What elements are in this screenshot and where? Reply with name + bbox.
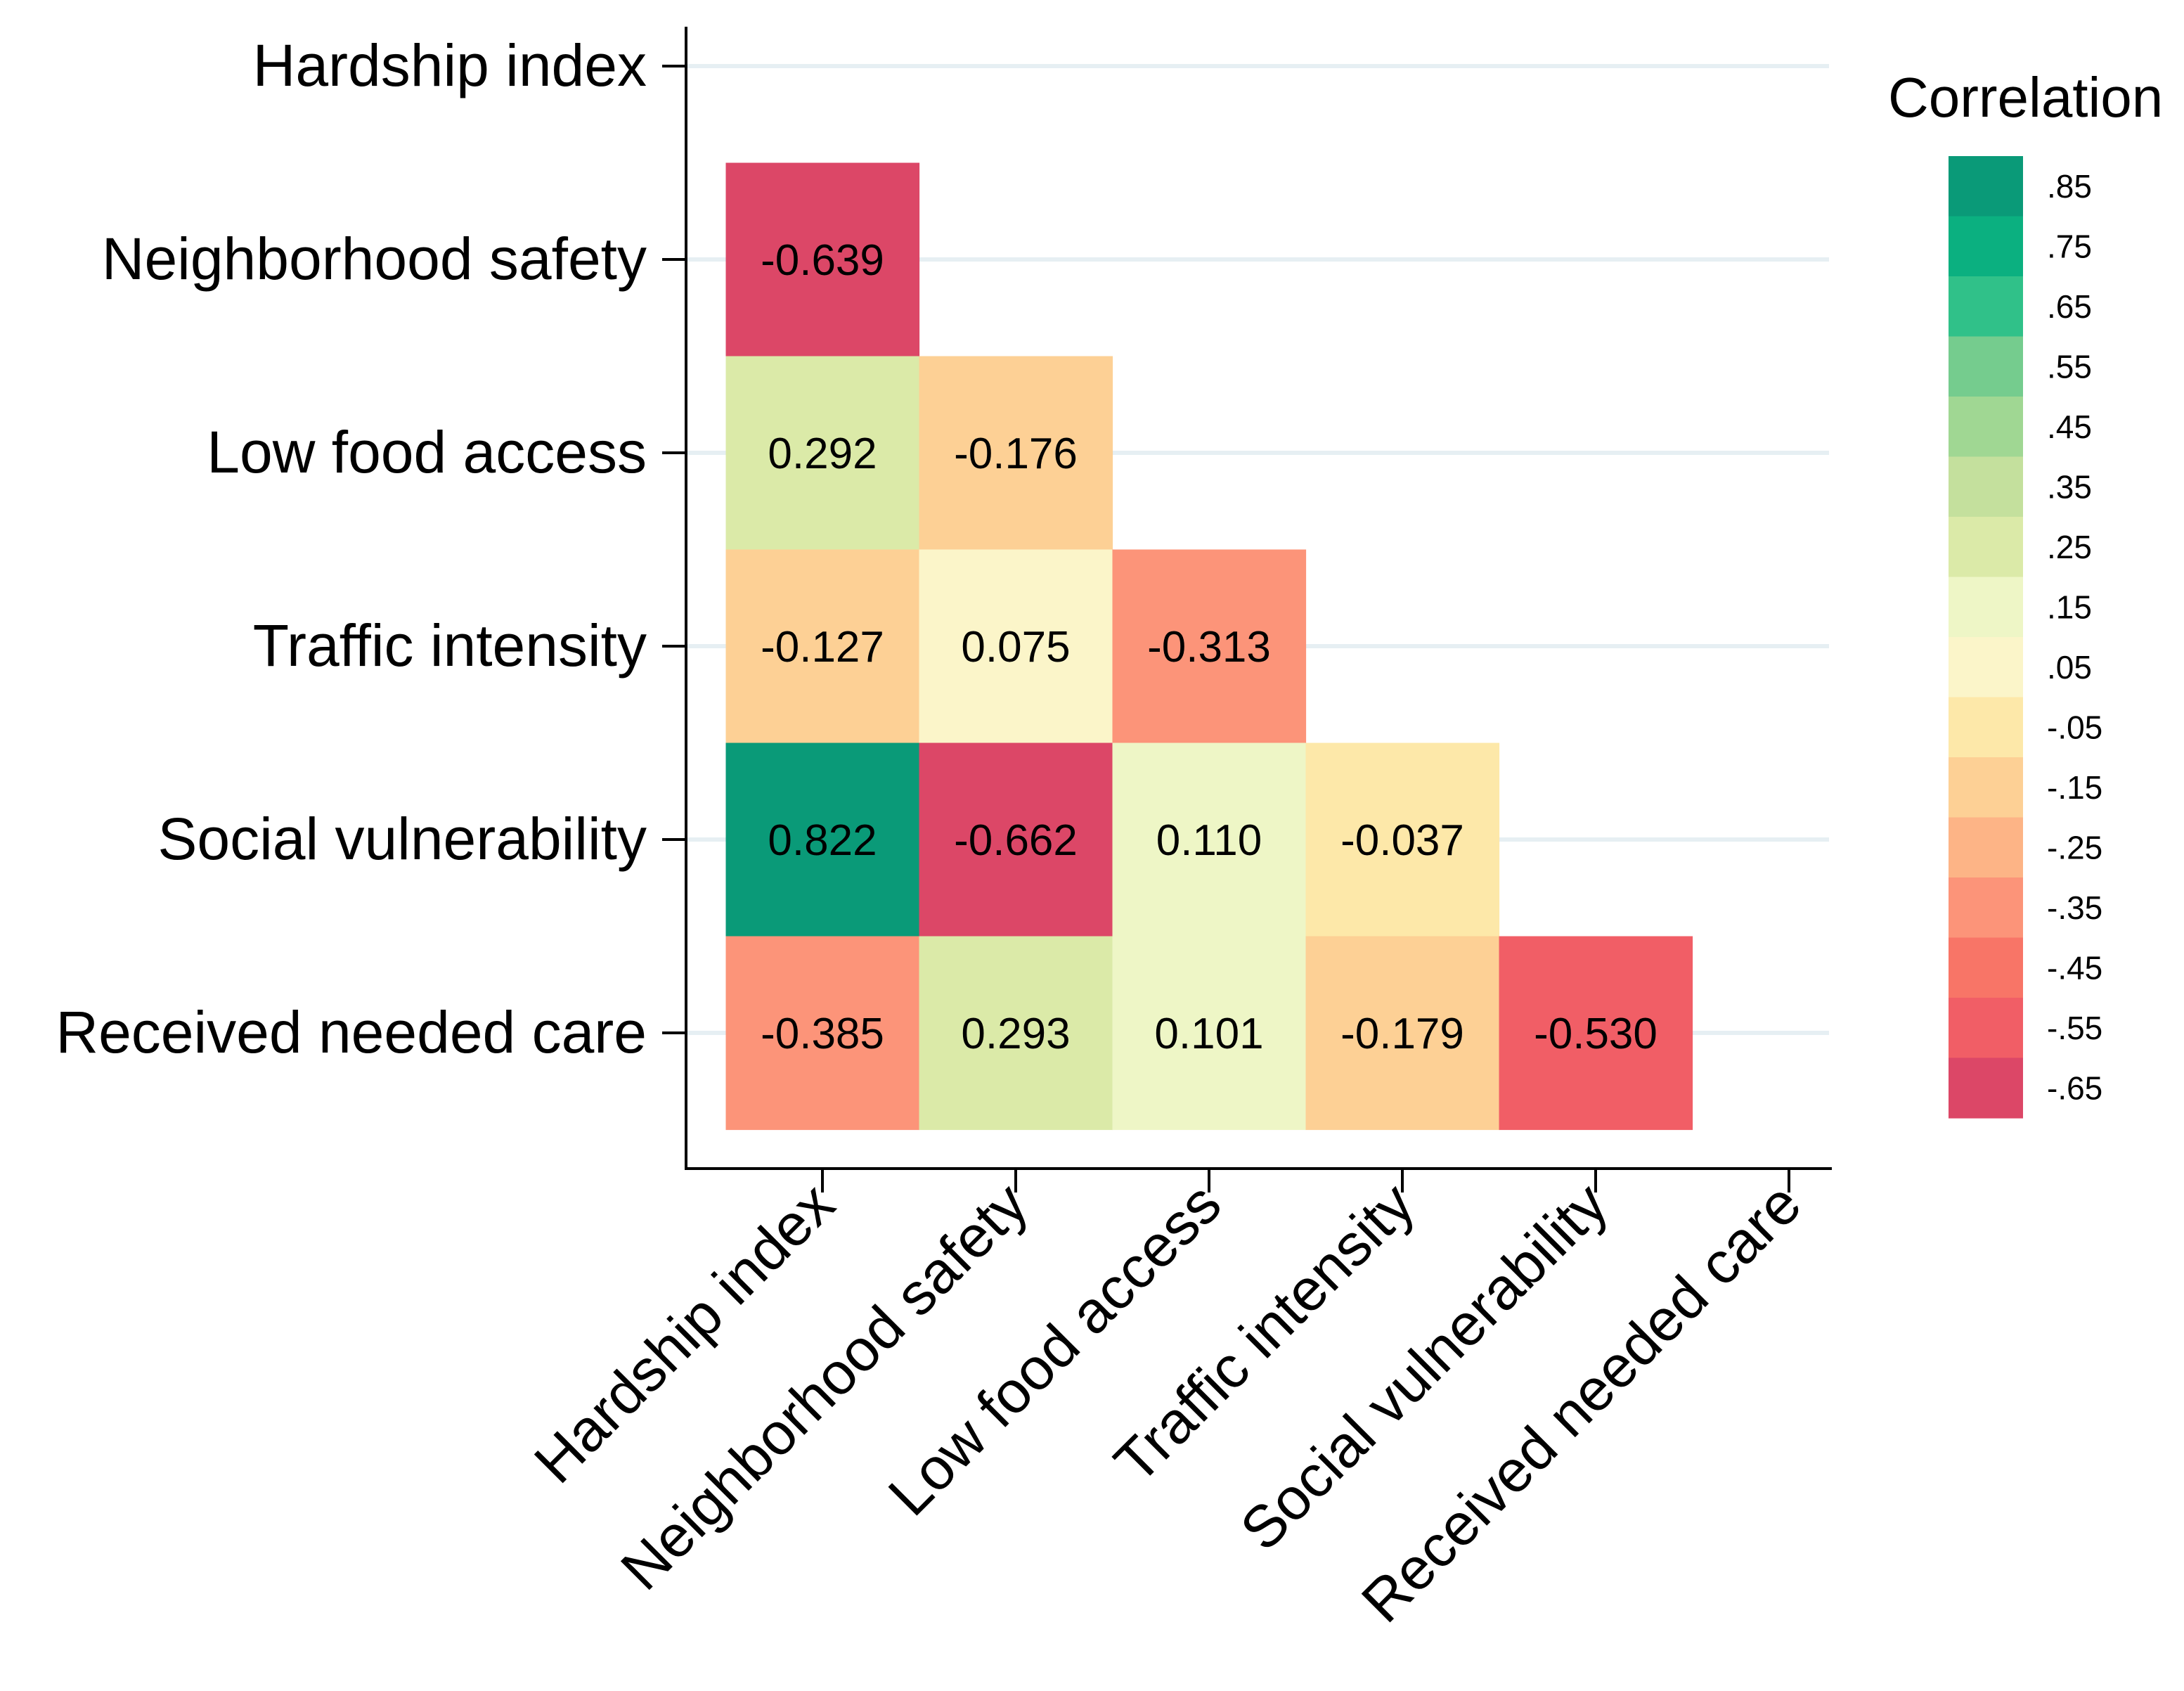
cell-value-label: 0.292 [768, 430, 877, 478]
legend-label: .85 [2047, 168, 2092, 205]
legend-swatch [1949, 577, 2023, 638]
axes [685, 27, 1832, 1170]
cell-value-label: -0.179 [1340, 1010, 1464, 1058]
cell-value-label: -0.639 [761, 236, 884, 285]
y-tick-label: Social vulnerability [157, 806, 647, 872]
cell-value-label: 0.101 [1154, 1010, 1263, 1058]
y-tick-label: Low food access [207, 419, 647, 485]
heatmap-cell-received-needed-care-hardship-index [725, 936, 920, 1131]
heatmap-cell-low-food-access-neighborhood-safety [919, 356, 1113, 551]
heatmap-cell-neighborhood-safety-hardship-index [725, 162, 920, 357]
y-tick-label: Traffic intensity [253, 612, 647, 679]
heatmap-cells: -0.639 0.292 -0.176 -0.127 0.075 -0.313 0.822 -… [725, 162, 1693, 1131]
cell-value-label: 0.075 [961, 623, 1070, 671]
legend-label: .65 [2047, 288, 2092, 325]
heatmap-cell-social-vulnerability-low-food-access [1112, 742, 1307, 937]
legend-swatch [1949, 456, 2023, 517]
legend-title: Correlation [1888, 66, 2163, 129]
cell-value-label: -0.176 [954, 430, 1078, 478]
y-tick-label: Received needed care [56, 999, 647, 1065]
x-tick-label: Low food access [876, 1170, 1234, 1528]
cell-value-label: -0.313 [1147, 623, 1271, 671]
legend-swatch [1949, 877, 2023, 939]
legend-swatch [1949, 216, 2023, 277]
heatmap-cell-low-food-access-hardship-index [725, 356, 920, 551]
legend-label: .25 [2047, 529, 2092, 565]
legend-swatch [1949, 817, 2023, 878]
legend-swatch [1949, 998, 2023, 1059]
legend-swatch [1949, 637, 2023, 698]
heatmap-cell-traffic-intensity-hardship-index [725, 549, 920, 744]
legend-label: -.15 [2047, 769, 2102, 806]
legend-label: .05 [2047, 649, 2092, 686]
legend-swatch [1949, 336, 2023, 397]
legend-label: .15 [2047, 589, 2092, 625]
legend-swatch [1949, 276, 2023, 337]
cell-value-label: -0.037 [1340, 816, 1464, 865]
heatmap-cell-social-vulnerability-traffic-intensity [1305, 742, 1500, 937]
legend-label: .55 [2047, 348, 2092, 385]
heatmap-cell-social-vulnerability-hardship-index [725, 742, 920, 937]
legend: Correlation .85 .75 .65 .55 .45 .35 .25 .15 .05 -… [1888, 66, 2163, 1119]
y-tick-label: Neighborhood safety [102, 226, 647, 292]
y-axis-ticks: Hardship index Neighborhood safety Low foo… [56, 32, 686, 1065]
legend-swatch [1949, 697, 2023, 758]
legend-label: -.45 [2047, 949, 2102, 986]
cell-value-label: -0.530 [1534, 1010, 1658, 1058]
legend-label: -.35 [2047, 889, 2102, 926]
legend-swatch [1949, 397, 2023, 458]
heatmap-cell-traffic-intensity-neighborhood-safety [919, 549, 1113, 744]
heatmap-cell-received-needed-care-low-food-access [1112, 936, 1307, 1131]
legend-label: -.55 [2047, 1010, 2102, 1046]
legend-label: -.65 [2047, 1069, 2102, 1106]
legend-label: .35 [2047, 468, 2092, 505]
cell-value-label: -0.385 [761, 1010, 884, 1058]
cell-value-label: 0.293 [961, 1010, 1070, 1058]
cell-value-label: 0.822 [768, 816, 877, 865]
heatmap-cell-social-vulnerability-neighborhood-safety [919, 742, 1113, 937]
cell-value-label: -0.662 [954, 816, 1078, 865]
legend-swatch [1949, 517, 2023, 578]
cell-value-label: 0.110 [1156, 816, 1262, 865]
heatmap-cell-received-needed-care-social-vulnerability [1499, 936, 1693, 1131]
legend-label: -.25 [2047, 829, 2102, 866]
cell-value-label: -0.127 [761, 623, 884, 671]
legend-label: .45 [2047, 409, 2092, 445]
legend-label: -.05 [2047, 709, 2102, 745]
legend-label: .75 [2047, 228, 2092, 264]
legend-swatch [1949, 757, 2023, 818]
heatmap-cell-received-needed-care-neighborhood-safety [919, 936, 1113, 1131]
legend-swatch [1949, 1057, 2023, 1119]
heatmap-cell-traffic-intensity-low-food-access [1112, 549, 1307, 744]
legend-swatch [1949, 156, 2023, 217]
x-tick-label: Social vulnerability [1227, 1170, 1620, 1562]
heatmap-cell-received-needed-care-traffic-intensity [1305, 936, 1500, 1131]
y-tick-label: Hardship index [253, 32, 647, 98]
legend-swatch [1949, 937, 2023, 998]
